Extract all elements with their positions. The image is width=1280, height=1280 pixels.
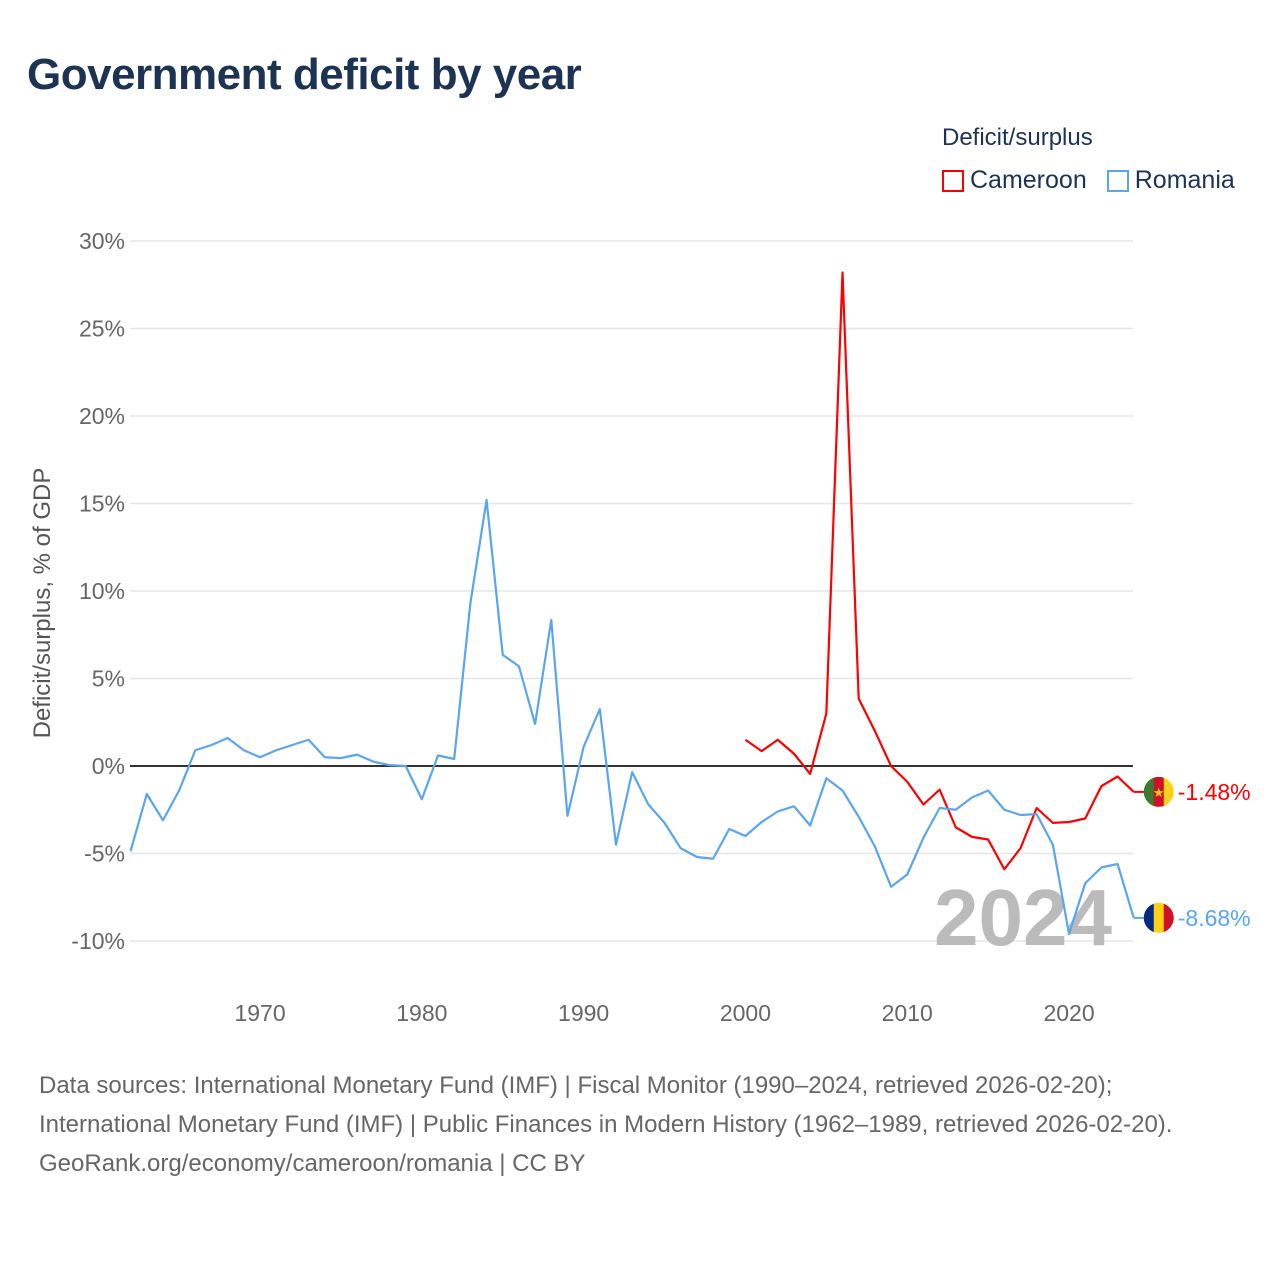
x-tick-label: 2020 bbox=[1043, 1000, 1094, 1026]
series-line-romania bbox=[129, 498, 1135, 936]
y-tick-label: 10% bbox=[79, 578, 125, 604]
flag-stripe bbox=[1153, 776, 1165, 807]
y-tick-label: 30% bbox=[79, 228, 125, 254]
y-axis-label: Deficit/surplus, % of GDP bbox=[29, 468, 56, 739]
line-chart: -10% -5% 0% 5% 10% 15% 20% 25% 30% 1970 1980 1990 20… bbox=[29, 228, 1251, 1026]
chart-title: Government deficit by year bbox=[27, 50, 582, 99]
year-watermark: 2024 bbox=[934, 873, 1112, 962]
series-line-cameroon bbox=[744, 271, 1135, 871]
legend-label: Romania bbox=[1134, 166, 1235, 194]
end-value-label: -1.48% bbox=[1178, 779, 1251, 805]
flag-star: ★ bbox=[1153, 785, 1165, 800]
y-tick-label: 25% bbox=[79, 316, 125, 342]
data-sources: Data sources: International Monetary Fun… bbox=[39, 1072, 1173, 1138]
end-value-label: -8.68% bbox=[1178, 905, 1251, 931]
legend-item-cameroon[interactable]: Cameroon bbox=[942, 166, 1087, 195]
legend-swatch-cameroon bbox=[942, 169, 964, 192]
y-tick-label: 20% bbox=[79, 403, 125, 429]
x-tick-label: 1990 bbox=[558, 1000, 609, 1026]
flag-stripe bbox=[1163, 902, 1174, 933]
credit-link[interactable]: GeoRank.org/economy/cameroon/romania | C… bbox=[39, 1150, 586, 1177]
x-tick-label: 1980 bbox=[396, 1000, 447, 1026]
y-tick-label: 0% bbox=[92, 753, 125, 779]
legend-label: Cameroon bbox=[970, 166, 1087, 194]
y-tick-label: -5% bbox=[84, 841, 125, 867]
legend-item-romania[interactable]: Romania bbox=[1106, 166, 1235, 195]
legend-swatch-romania bbox=[1106, 169, 1129, 192]
flag-stripe bbox=[1153, 902, 1165, 933]
flag-stripe bbox=[1143, 776, 1155, 807]
flag-cameroon-icon: ★ bbox=[1143, 776, 1174, 807]
x-tick-label: 1970 bbox=[234, 1000, 285, 1026]
y-tick-label: -10% bbox=[71, 928, 125, 954]
x-tick-label: 2010 bbox=[882, 1000, 933, 1026]
y-tick-label: 5% bbox=[92, 666, 125, 692]
flag-stripe bbox=[1143, 902, 1155, 933]
flag-stripe bbox=[1163, 776, 1174, 807]
y-tick-label: 15% bbox=[79, 491, 125, 517]
footer: Data sources: International Monetary Fun… bbox=[39, 1066, 1239, 1183]
legend: Cameroon Romania bbox=[942, 166, 1235, 195]
flag-romania-icon bbox=[1143, 902, 1174, 933]
x-tick-label: 2000 bbox=[720, 1000, 771, 1026]
legend-title: Deficit/surplus bbox=[942, 124, 1093, 151]
